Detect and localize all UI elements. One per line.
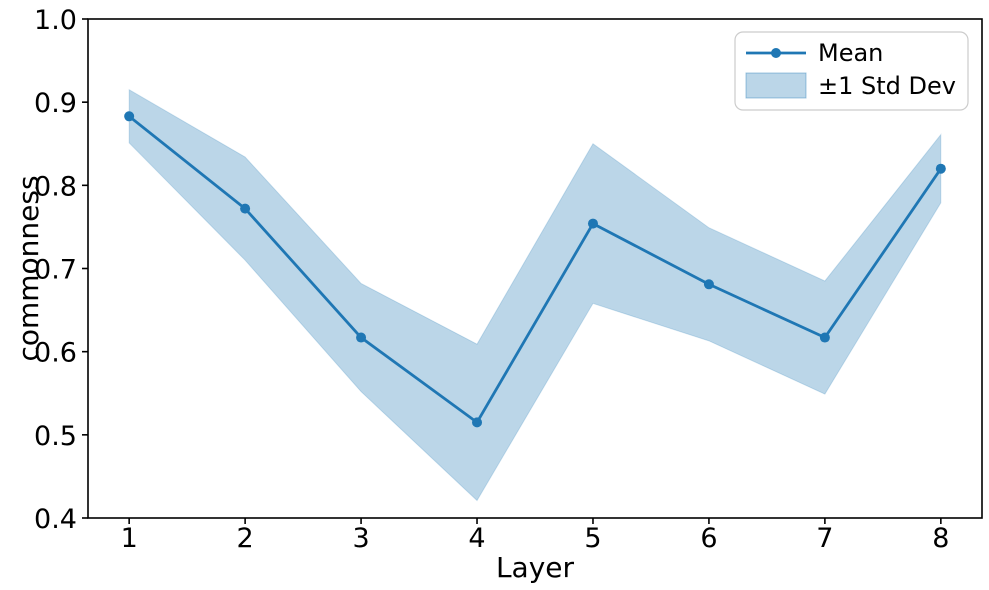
legend-band-label: ±1 Std Dev (818, 72, 956, 100)
data-point-2 (240, 203, 251, 214)
x-tick-label: 4 (468, 523, 485, 554)
y-tick-label: 0.5 (34, 421, 77, 452)
data-point-8 (935, 163, 946, 174)
x-tick-label: 7 (816, 523, 833, 554)
legend-mean-marker-icon (771, 48, 781, 58)
x-tick-label: 1 (121, 523, 138, 554)
y-tick-label: 1.0 (34, 5, 77, 36)
x-tick-label: 3 (352, 523, 369, 554)
data-point-6 (703, 279, 714, 290)
x-tick-label: 5 (584, 523, 601, 554)
data-point-1 (124, 111, 135, 122)
data-point-7 (819, 332, 830, 343)
legend-band-swatch-icon (745, 72, 807, 99)
x-axis-label: Layer (496, 551, 575, 584)
legend-box (734, 31, 969, 111)
y-tick-label: 0.9 (34, 88, 77, 119)
mean-line (128, 115, 942, 425)
x-tick-label: 2 (237, 523, 254, 554)
x-tick-label: 6 (700, 523, 717, 554)
y-tick-label: 0.4 (34, 504, 77, 535)
legend-mean-label: Mean (818, 39, 883, 67)
data-point-3 (356, 332, 367, 343)
y-tick-label: 0.6 (34, 338, 77, 369)
y-axis-label: commonness (12, 175, 45, 361)
y-tick-label: 0.8 (34, 171, 77, 202)
data-point-4 (472, 417, 483, 428)
std-dev-band (128, 88, 942, 502)
x-tick-label: 8 (932, 523, 949, 554)
y-tick-label: 0.7 (34, 255, 77, 286)
data-point-5 (587, 218, 598, 229)
